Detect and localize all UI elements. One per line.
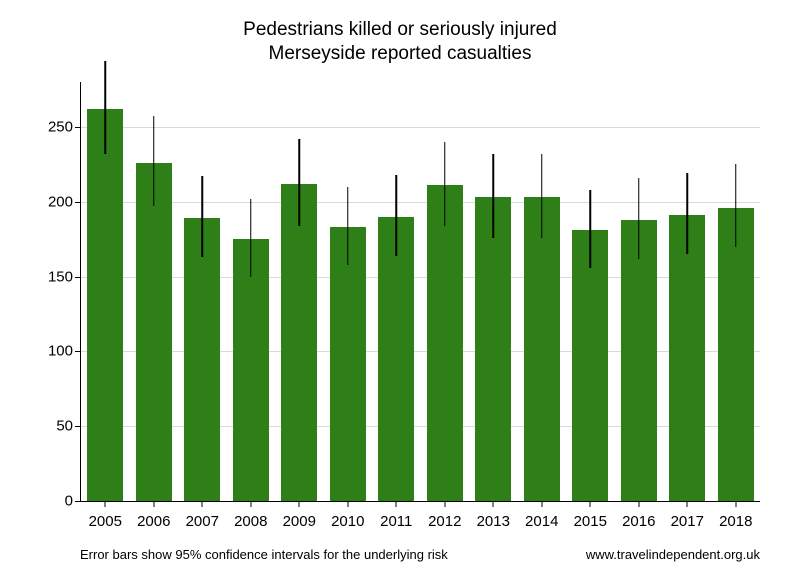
bar-slot: [372, 82, 421, 501]
bar: [330, 227, 366, 501]
x-axis-label: 2013: [477, 501, 510, 530]
bar-slot: [324, 82, 373, 501]
bar-slot: [130, 82, 179, 501]
y-axis-label: 100: [48, 343, 81, 360]
chart-footer: Error bars show 95% confidence intervals…: [80, 547, 760, 562]
bar: [427, 185, 463, 501]
error-bar: [105, 61, 107, 154]
bar: [572, 230, 608, 501]
x-axis-label: 2006: [137, 501, 170, 530]
title-line-2: Merseyside reported casualties: [0, 42, 800, 66]
x-axis-label: 2011: [380, 501, 412, 530]
x-axis-label: 2014: [525, 501, 558, 530]
footer-note: Error bars show 95% confidence intervals…: [80, 547, 448, 562]
error-bar: [153, 116, 155, 206]
y-axis-label: 0: [65, 493, 81, 510]
error-bar: [202, 176, 204, 257]
x-axis-label: 2008: [234, 501, 267, 530]
x-axis-label: 2016: [622, 501, 655, 530]
error-bar: [493, 154, 495, 238]
bar: [475, 197, 511, 501]
bar-slot: [469, 82, 518, 501]
plot-area: 0501001502002502005200620072008200920102…: [80, 82, 760, 502]
error-bar: [347, 187, 349, 265]
bar-slot: [227, 82, 276, 501]
x-axis-label: 2010: [331, 501, 364, 530]
footer-source: www.travelindependent.org.uk: [586, 547, 760, 562]
bar-slot: [615, 82, 664, 501]
bar: [281, 184, 317, 501]
bar: [233, 239, 269, 501]
bar-slot: [275, 82, 324, 501]
bar: [136, 163, 172, 501]
x-axis-label: 2007: [186, 501, 219, 530]
error-bar: [735, 164, 737, 246]
error-bar: [396, 175, 398, 256]
chart-container: Pedestrians killed or seriously injured …: [0, 0, 800, 580]
bar-slot: [178, 82, 227, 501]
bar-slot: [663, 82, 712, 501]
bar-slot: [518, 82, 567, 501]
x-axis-label: 2009: [283, 501, 316, 530]
error-bar: [250, 199, 252, 277]
bar: [378, 217, 414, 501]
bar: [718, 208, 754, 501]
y-axis-label: 50: [56, 418, 81, 435]
y-axis-label: 250: [48, 118, 81, 135]
error-bar: [541, 154, 543, 238]
bar-slot: [711, 82, 760, 501]
bar: [87, 109, 123, 501]
x-axis-label: 2018: [719, 501, 752, 530]
bar: [184, 218, 220, 501]
x-axis-label: 2005: [89, 501, 122, 530]
bar: [621, 220, 657, 501]
y-axis-label: 150: [48, 268, 81, 285]
error-bar: [687, 173, 689, 254]
title-line-1: Pedestrians killed or seriously injured: [0, 18, 800, 42]
bar-slot: [421, 82, 470, 501]
bar: [669, 215, 705, 501]
y-axis-label: 200: [48, 193, 81, 210]
error-bar: [638, 178, 640, 259]
bars-layer: [81, 82, 760, 501]
bar: [524, 197, 560, 501]
x-axis-label: 2017: [671, 501, 704, 530]
x-axis-label: 2015: [574, 501, 607, 530]
error-bar: [444, 142, 446, 226]
error-bar: [590, 190, 592, 268]
bar-slot: [566, 82, 615, 501]
x-axis-label: 2012: [428, 501, 461, 530]
bar-slot: [81, 82, 130, 501]
error-bar: [299, 139, 301, 226]
chart-title: Pedestrians killed or seriously injured …: [0, 0, 800, 66]
